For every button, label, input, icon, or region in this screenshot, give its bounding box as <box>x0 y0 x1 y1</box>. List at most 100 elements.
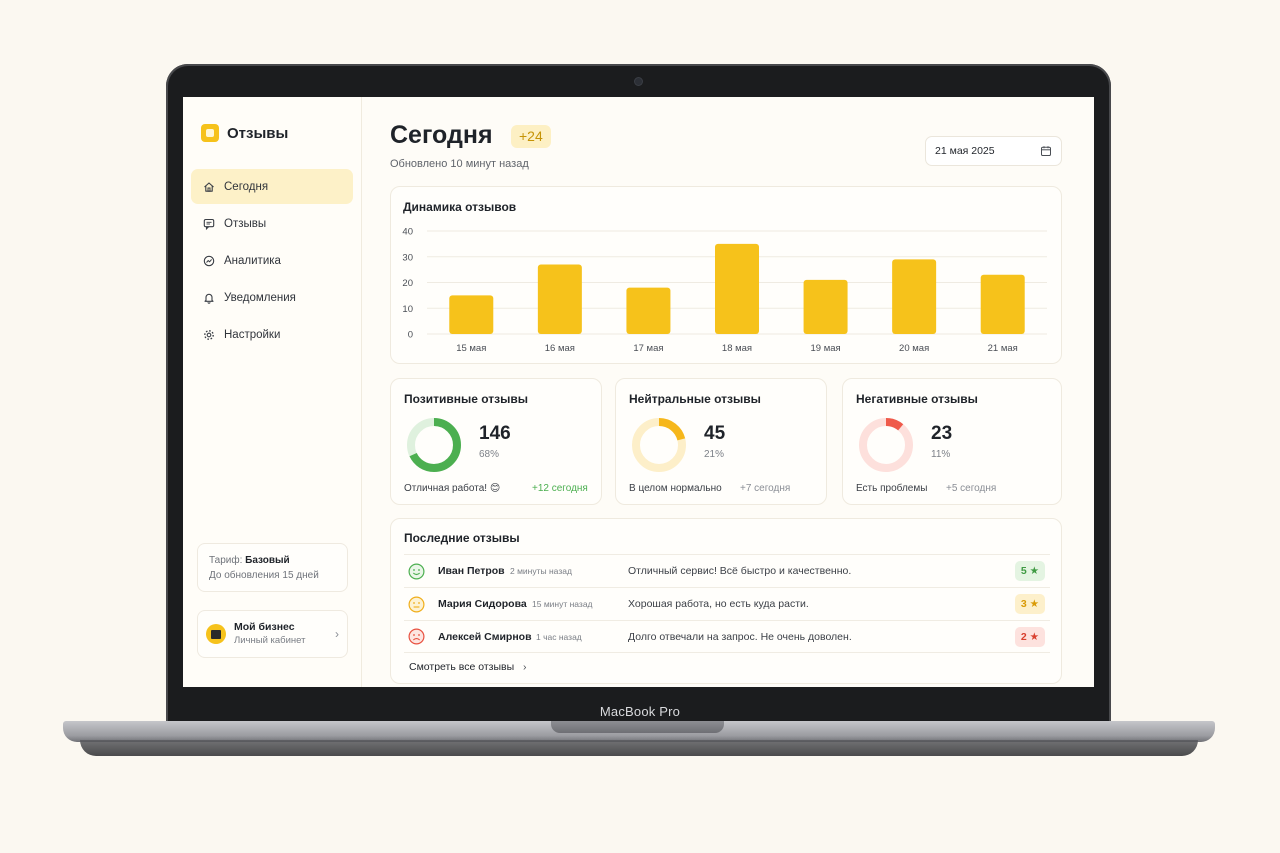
sad-face-icon <box>408 628 425 645</box>
device-brand-label: MacBook Pro <box>599 704 681 719</box>
chart-bar <box>626 287 671 334</box>
stat-title: Негативные отзывы <box>856 392 978 406</box>
tariff-card: Тариф: Базовый До обновления 15 дней <box>197 543 348 592</box>
see-all-reviews-link[interactable]: Смотреть все отзывы › <box>409 661 527 673</box>
business-account-button[interactable]: Мой бизнес Личный кабинет › <box>197 610 348 658</box>
message-icon <box>203 218 215 230</box>
reviewer-name: Иван Петров <box>438 565 505 577</box>
stat-percent: 21% <box>704 449 725 460</box>
chart-bar <box>892 259 937 334</box>
rating-badge: 2 ★ <box>1014 626 1045 647</box>
stat-note: В целом нормально <box>629 483 722 494</box>
stat-title: Позитивные отзывы <box>404 392 529 406</box>
review-list: Иван Петров 2 минуты назад Отличный серв… <box>404 554 1050 653</box>
see-all-label: Смотреть все отзывы <box>409 661 515 673</box>
sidebar: Отзывы Сегодня Отзывы Аналитика Уведомле… <box>183 97 362 687</box>
chart-bar <box>537 264 582 334</box>
stat-delta: +12 сегодня <box>532 483 588 494</box>
reviews-chart-card: Динамика отзывов 0 10 20 30 40 15 мая 16 мая 17… <box>390 186 1062 364</box>
sidebar-item-today[interactable]: Сегодня <box>191 169 353 204</box>
positive-stat-card: Позитивные отзывы 146 68% Отличная работ… <box>390 378 602 505</box>
stat-title: Нейтральные отзывы <box>629 392 761 406</box>
neutral-face-icon <box>408 595 425 613</box>
stat-value: 146 <box>479 423 511 444</box>
sidebar-item-label: Уведомления <box>224 291 296 304</box>
positive-donut <box>407 418 461 472</box>
sidebar-nav: Сегодня Отзывы Аналитика Уведомления Нас… <box>191 169 353 354</box>
y-tick-label: 10 <box>402 304 413 315</box>
chevron-right-icon: › <box>335 627 339 641</box>
sidebar-item-notifications[interactable]: Уведомления <box>191 280 353 315</box>
laptop-base-shadow <box>80 740 1198 756</box>
rating-badge: 3 ★ <box>1014 594 1045 614</box>
page-title: Сегодня <box>390 121 493 149</box>
chart-title: Динамика отзывов <box>403 200 517 214</box>
new-count-badge: +24 <box>511 125 551 148</box>
x-tick-label: 19 мая <box>810 343 840 354</box>
app-screen: Отзывы Сегодня Отзывы Аналитика Уведомле… <box>183 97 1094 687</box>
gear-icon <box>204 329 214 340</box>
review-time: 15 минут назад <box>532 599 593 609</box>
updated-status: Обновлено 10 минут назад <box>390 158 529 170</box>
neutral-donut <box>632 418 686 472</box>
app-logo[interactable]: Отзывы <box>201 124 288 142</box>
y-tick-label: 20 <box>402 278 413 289</box>
review-time: 1 час назад <box>536 631 582 642</box>
stat-note: Отличная работа! 😊 <box>404 483 501 494</box>
y-tick-label: 0 <box>408 330 413 341</box>
stat-percent: 11% <box>931 449 951 460</box>
review-row[interactable]: Мария Сидорова 15 минут назад Хорошая ра… <box>404 587 1050 620</box>
rating-badge: 5 ★ <box>1014 561 1045 581</box>
review-text: Долго отвечали на запрос. Не очень довол… <box>628 630 852 643</box>
y-tick-label: 40 <box>402 227 413 238</box>
donut-track <box>859 418 913 472</box>
x-tick-label: 17 мая <box>633 343 663 354</box>
donut-arc <box>859 418 913 472</box>
date-picker[interactable]: 21 мая 2025 <box>925 136 1062 166</box>
negative-donut <box>859 418 913 472</box>
recent-reviews-card: Последние отзывы Иван Петров 2 минуты на… <box>390 518 1062 684</box>
date-value: 21 мая 2025 <box>935 145 995 157</box>
logo-icon <box>201 124 219 142</box>
happy-face-icon <box>408 562 425 580</box>
negative-stat-card: Негативные отзывы 23 11% Есть проблемы +… <box>842 378 1062 505</box>
tariff-note: До обновления 15 дней <box>209 570 319 581</box>
stat-note: Есть проблемы <box>856 483 928 494</box>
sidebar-item-label: Аналитика <box>224 254 281 267</box>
stat-delta: +7 сегодня <box>740 483 791 494</box>
sidebar-item-label: Настройки <box>224 328 281 341</box>
webcam <box>635 78 642 85</box>
tariff-prefix: Тариф: <box>209 555 243 566</box>
sidebar-item-label: Сегодня <box>224 180 269 193</box>
tariff-name: Базовый <box>245 555 290 566</box>
reviews-bar-chart: 0 10 20 30 40 15 мая 16 мая 17 мая 18 мая 19 мая 2… <box>402 227 1047 354</box>
review-row[interactable]: Алексей Смирнов 1 час назад Долго отвеча… <box>404 620 1050 653</box>
review-row[interactable]: Иван Петров 2 минуты назад Отличный серв… <box>404 554 1050 587</box>
y-tick-label: 30 <box>402 252 413 263</box>
bell-icon <box>204 293 214 304</box>
chart-bar <box>449 295 494 334</box>
stat-delta: +5 сегодня <box>946 483 997 494</box>
x-tick-label: 15 мая <box>456 343 486 354</box>
sidebar-item-reviews[interactable]: Отзывы <box>191 206 353 241</box>
laptop-notch <box>551 721 724 733</box>
review-time: 2 минуты назад <box>510 566 572 576</box>
neutral-stat-card: Нейтральные отзывы 45 21% В целом нормал… <box>615 378 827 505</box>
business-title: Мой бизнес <box>234 621 295 633</box>
calendar-icon <box>1041 146 1051 156</box>
chart-bar <box>980 274 1025 334</box>
review-text: Отличный сервис! Всё быстро и качественн… <box>628 565 852 577</box>
chevron-right-icon: › <box>523 661 527 673</box>
x-tick-label: 18 мая <box>722 343 752 354</box>
sidebar-item-settings[interactable]: Настройки <box>191 317 353 352</box>
x-tick-label: 20 мая <box>899 343 929 354</box>
sidebar-item-label: Отзывы <box>224 217 267 230</box>
sidebar-item-analytics[interactable]: Аналитика <box>191 243 353 278</box>
recent-title: Последние отзывы <box>404 531 520 545</box>
x-tick-label: 21 мая <box>988 343 1018 354</box>
x-tick-label: 16 мая <box>545 343 575 354</box>
gauge-icon <box>203 255 215 266</box>
stat-value: 23 <box>931 423 953 444</box>
app-name: Отзывы <box>227 124 289 142</box>
stat-value: 45 <box>704 423 726 444</box>
